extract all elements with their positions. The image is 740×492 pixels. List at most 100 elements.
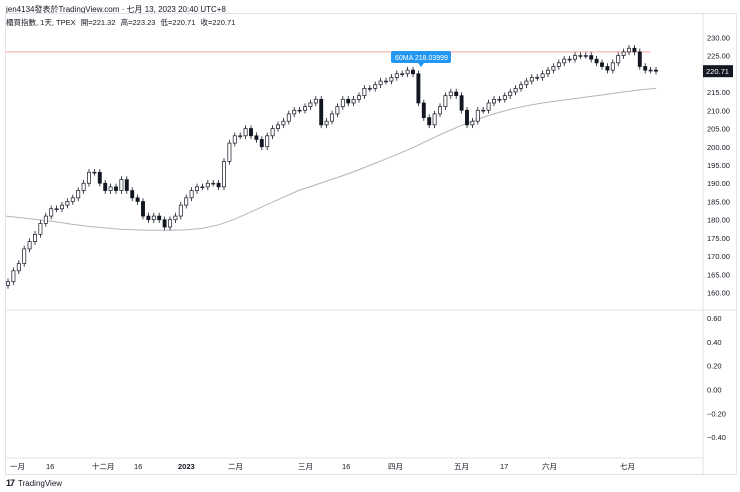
candle-body[interactable] <box>481 109 486 112</box>
candle-body[interactable] <box>373 84 378 89</box>
candle-body[interactable] <box>502 95 507 100</box>
candle-body[interactable] <box>632 47 637 53</box>
candle-body[interactable] <box>146 215 151 221</box>
candle-body[interactable] <box>416 73 421 104</box>
candle-body[interactable] <box>346 98 351 104</box>
candle-body[interactable] <box>130 190 135 199</box>
candle-body[interactable] <box>195 186 199 191</box>
candle-body[interactable] <box>38 223 43 235</box>
candle-body[interactable] <box>470 120 475 126</box>
candle-body[interactable] <box>556 62 561 67</box>
candle-body[interactable] <box>157 215 162 221</box>
candle-body[interactable] <box>119 179 124 191</box>
candle-body[interactable] <box>427 117 432 126</box>
candle-body[interactable] <box>189 190 194 199</box>
candle-body[interactable] <box>173 215 178 221</box>
candle-body[interactable] <box>605 66 610 71</box>
candle-body[interactable] <box>497 98 502 101</box>
candle-body[interactable] <box>600 62 604 67</box>
candle-body[interactable] <box>184 197 189 206</box>
candle-body[interactable] <box>330 113 334 122</box>
candle-body[interactable] <box>178 204 183 217</box>
candle-body[interactable] <box>27 241 32 250</box>
candle-body[interactable] <box>308 102 313 107</box>
symbol-name[interactable]: 櫃買指數, 1天, TPEX <box>6 18 76 27</box>
candle-body[interactable] <box>589 55 594 60</box>
candle-body[interactable] <box>519 84 523 89</box>
candle-body[interactable] <box>367 88 372 90</box>
candle-body[interactable] <box>448 91 453 97</box>
candle-body[interactable] <box>567 58 572 61</box>
candle-body[interactable] <box>438 106 442 115</box>
candle-body[interactable] <box>616 55 621 64</box>
candle-body[interactable] <box>297 109 302 112</box>
candle-body[interactable] <box>454 91 459 97</box>
candle-body[interactable] <box>162 219 167 228</box>
candle-body[interactable] <box>562 58 567 64</box>
candle-body[interactable] <box>227 142 232 162</box>
candle-body[interactable] <box>151 215 156 221</box>
candle-body[interactable] <box>411 69 415 75</box>
candle-body[interactable] <box>222 161 226 188</box>
candle-body[interactable] <box>270 128 275 137</box>
candle-body[interactable] <box>389 77 394 82</box>
candle-body[interactable] <box>351 98 356 104</box>
candle-body[interactable] <box>124 179 129 191</box>
candle-body[interactable] <box>65 201 70 206</box>
candle-body[interactable] <box>81 182 86 191</box>
candle-body[interactable] <box>400 73 405 75</box>
candle-body[interactable] <box>459 95 464 111</box>
candle-body[interactable] <box>319 98 324 126</box>
candle-body[interactable] <box>357 95 361 100</box>
candle-body[interactable] <box>432 113 437 126</box>
candle-body[interactable] <box>76 190 81 199</box>
candle-body[interactable] <box>378 80 383 86</box>
candle-body[interactable] <box>6 281 10 286</box>
candle-body[interactable] <box>492 98 496 104</box>
candle-body[interactable] <box>249 128 253 137</box>
candle-body[interactable] <box>276 124 280 129</box>
candle-body[interactable] <box>362 88 367 97</box>
candle-body[interactable] <box>475 109 480 122</box>
candle-body[interactable] <box>546 69 550 75</box>
candle-body[interactable] <box>303 106 307 111</box>
candle-body[interactable] <box>114 186 118 191</box>
candle-body[interactable] <box>643 66 648 71</box>
candle-body[interactable] <box>524 80 529 86</box>
candle-body[interactable] <box>60 204 64 210</box>
candle-body[interactable] <box>627 47 631 53</box>
candle-body[interactable] <box>443 95 448 107</box>
candle-body[interactable] <box>243 128 248 137</box>
candle-body[interactable] <box>49 208 54 217</box>
candle-body[interactable] <box>324 120 329 126</box>
candle-body[interactable] <box>108 186 113 191</box>
candle-body[interactable] <box>551 66 556 71</box>
candle-body[interactable] <box>292 109 297 115</box>
candle-body[interactable] <box>540 73 545 78</box>
candle-body[interactable] <box>313 98 318 104</box>
candle-body[interactable] <box>141 201 145 217</box>
candle-body[interactable] <box>286 113 291 122</box>
candle-body[interactable] <box>594 58 599 64</box>
candle-body[interactable] <box>384 80 388 83</box>
candle-body[interactable] <box>529 77 534 82</box>
candle-body[interactable] <box>340 98 345 107</box>
candle-body[interactable] <box>92 171 97 174</box>
candle-body[interactable] <box>168 219 172 228</box>
candle-body[interactable] <box>394 73 399 78</box>
candle-body[interactable] <box>54 208 59 210</box>
candle-body[interactable] <box>465 109 469 126</box>
candle-body[interactable] <box>238 135 243 137</box>
candle-body[interactable] <box>573 55 577 60</box>
candle-body[interactable] <box>621 51 626 56</box>
candle-body[interactable] <box>535 77 540 79</box>
candle-body[interactable] <box>508 91 513 97</box>
candle-body[interactable] <box>103 182 108 191</box>
candle-body[interactable] <box>16 263 21 272</box>
candle-body[interactable] <box>205 182 210 188</box>
candle-body[interactable] <box>232 135 237 144</box>
candle-body[interactable] <box>33 233 37 242</box>
candle-body[interactable] <box>281 120 286 126</box>
candle-body[interactable] <box>216 182 221 188</box>
